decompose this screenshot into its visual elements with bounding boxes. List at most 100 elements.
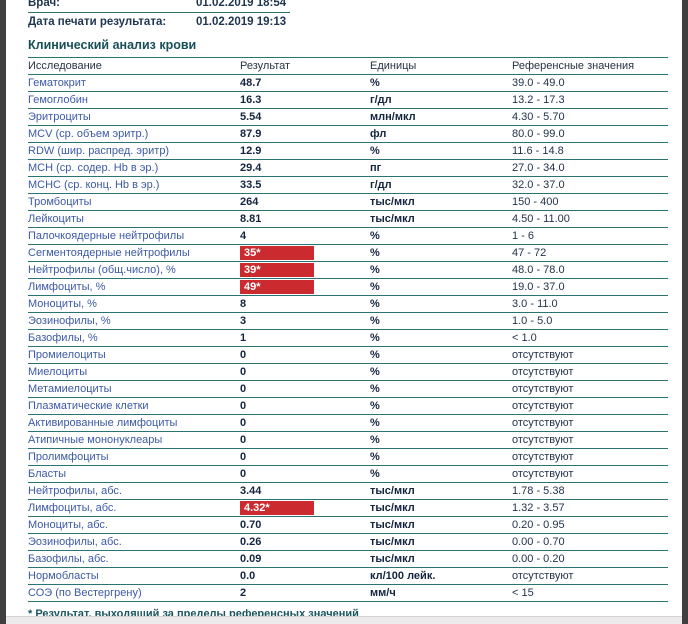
cell-reference: 0.20 - 0.95 [512,516,668,534]
cell-result: 1 [240,329,370,347]
cell-result: 0 [240,380,370,398]
cell-result: 0 [240,397,370,415]
cell-test-name: Атипичные мононуклеары [28,431,240,449]
cell-units: % [370,142,512,160]
table-row: Бласты 0 % отсутствуют [28,465,668,483]
meta-row-doctor: Врач: 01.02.2019 18:54 [28,0,290,13]
cell-reference: < 15 [512,584,668,602]
table-row: Эозинофилы, абс. 0.26 тыс/мкл 0.00 - 0.7… [28,533,668,551]
table-row: Эритроциты 5.54 млн/мкл 4.30 - 5.70 [28,108,668,126]
cell-reference: 150 - 400 [512,193,668,211]
cell-units: % [370,227,512,245]
cell-test-name: Промиелоциты [28,346,240,364]
cell-units: % [370,363,512,381]
table-row: Гематокрит 48.7 % 39.0 - 49.0 [28,74,668,92]
cell-result: 0.70 [240,516,370,534]
table-row: Палочкоядерные нейтрофилы 4 % 1 - 6 [28,227,668,245]
cell-units: % [370,261,512,279]
doctor-label: Врач: [28,0,60,9]
cell-units: тыс/мкл [370,499,512,517]
result-flag-chip: 4.32* [240,501,314,515]
column-header-result: Результат [240,57,370,75]
cell-units: г/дл [370,91,512,109]
table-row: Эозинофилы, % 3 % 1.0 - 5.0 [28,312,668,330]
cell-units: тыс/мкл [370,210,512,228]
cell-result: 4 [240,227,370,245]
table-row: Промиелоциты 0 % отсутствуют [28,346,668,364]
cell-units: тыс/мкл [370,516,512,534]
cell-result: 0 [240,465,370,483]
section-title: Клинический анализ крови [28,38,197,52]
cell-reference: отсутствуют [512,567,668,585]
cell-reference: 27.0 - 34.0 [512,159,668,177]
cell-test-name: Тромбоциты [28,193,240,211]
cell-units: тыс/мкл [370,533,512,551]
cell-reference: 80.0 - 99.0 [512,125,668,143]
table-row: Базофилы, % 1 % < 1.0 [28,329,668,347]
results-table: Исследование Результат Единицы Референсн… [28,57,668,602]
cell-result: 39* [240,261,370,279]
bottom-edge-strip [6,616,682,624]
cell-result: 49* [240,278,370,296]
table-row: Нейтрофилы (общ.число), % 39* % 48.0 - 7… [28,261,668,279]
cell-units: кл/100 лейк. [370,567,512,585]
table-row: Моноциты, % 8 % 3.0 - 11.0 [28,295,668,313]
cell-units: % [370,414,512,432]
cell-units: % [370,397,512,415]
cell-reference: 0.00 - 0.70 [512,533,668,551]
table-row: Нейтрофилы, абс. 3.44 тыс/мкл 1.78 - 5.3… [28,482,668,500]
cell-result: 12.9 [240,142,370,160]
report-content: Врач: 01.02.2019 18:54 Дата печати резул… [6,0,682,620]
result-flag-chip: 49* [240,280,314,294]
cell-units: пг [370,159,512,177]
cell-reference: 48.0 - 78.0 [512,261,668,279]
report-meta-block: Врач: 01.02.2019 18:54 Дата печати резул… [28,0,290,31]
cell-reference: 32.0 - 37.0 [512,176,668,194]
cell-units: % [370,244,512,262]
table-row: Лейкоциты 8.81 тыс/мкл 4.50 - 11.00 [28,210,668,228]
cell-result: 0.0 [240,567,370,585]
cell-result: 33.5 [240,176,370,194]
print-date-label: Дата печати результата: [28,16,167,28]
doctor-datetime: 01.02.2019 18:54 [196,0,287,9]
results-table-body: Гематокрит 48.7 % 39.0 - 49.0 Гемоглобин… [28,74,668,602]
cell-reference: 1.0 - 5.0 [512,312,668,330]
cell-reference: отсутствуют [512,431,668,449]
cell-reference: отсутствуют [512,380,668,398]
cell-reference: 1.32 - 3.57 [512,499,668,517]
cell-reference: отсутствуют [512,363,668,381]
cell-test-name: Моноциты, % [28,295,240,313]
cell-result: 264 [240,193,370,211]
table-row: MCV (ср. объем эритр.) 87.9 фл 80.0 - 99… [28,125,668,143]
cell-result: 8.81 [240,210,370,228]
cell-test-name: Гематокрит [28,74,240,92]
cell-test-name: Эозинофилы, абс. [28,533,240,551]
cell-test-name: MCV (ср. объем эритр.) [28,125,240,143]
cell-test-name: Базофилы, % [28,329,240,347]
cell-units: фл [370,125,512,143]
cell-units: % [370,380,512,398]
cell-units: % [370,278,512,296]
cell-units: % [370,431,512,449]
cell-units: % [370,465,512,483]
column-header-reference: Референсные значения [512,57,668,75]
cell-result: 16.3 [240,91,370,109]
result-flag-chip: 39* [240,263,314,277]
cell-result: 8 [240,295,370,313]
cell-units: % [370,295,512,313]
cell-reference: 4.50 - 11.00 [512,210,668,228]
cell-reference: отсутствуют [512,465,668,483]
cell-units: % [370,329,512,347]
cell-test-name: СОЭ (по Вестергрену) [28,584,240,602]
cell-test-name: Базофилы, абс. [28,550,240,568]
cell-reference: 47 - 72 [512,244,668,262]
cell-result: 29.4 [240,159,370,177]
cell-test-name: Моноциты, абс. [28,516,240,534]
table-row: Пролимфоциты 0 % отсутствуют [28,448,668,466]
cell-units: г/дл [370,176,512,194]
table-row: Сегментоядерные нейтрофилы 35* % 47 - 72 [28,244,668,262]
table-row: Базофилы, абс. 0.09 тыс/мкл 0.00 - 0.20 [28,550,668,568]
column-header-test: Исследование [28,57,240,75]
cell-result: 0 [240,431,370,449]
table-header-row: Исследование Результат Единицы Референсн… [28,57,668,75]
